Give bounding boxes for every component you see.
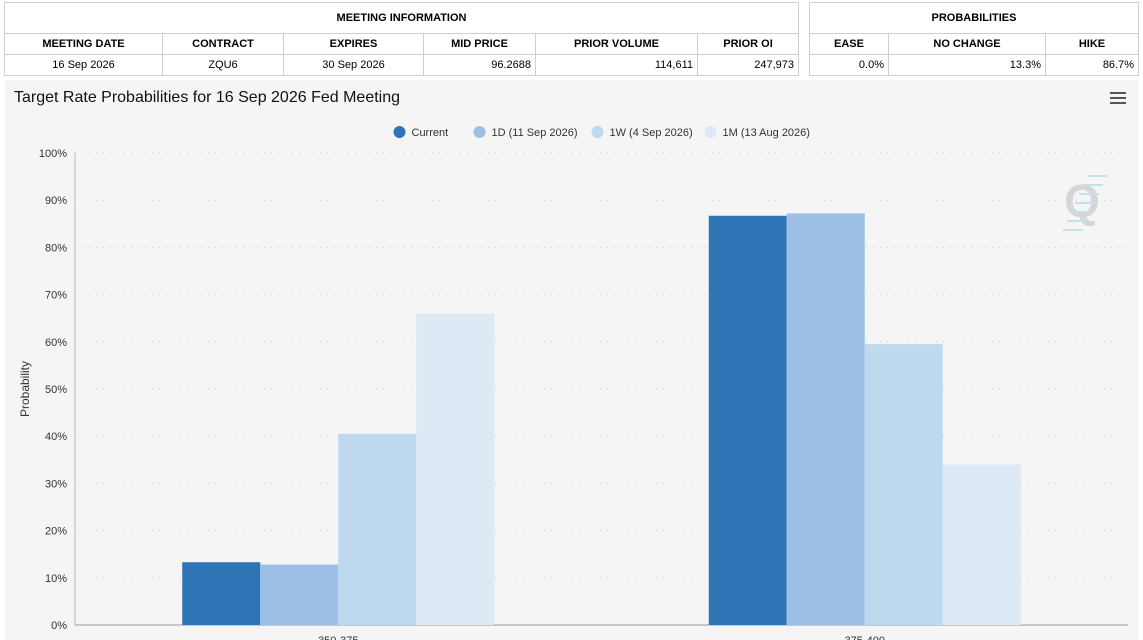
y-tick-label: 30% <box>45 478 67 490</box>
q-logo-icon: Q <box>1063 175 1107 231</box>
bar-chart: 0% 10% 20% 30% 40% 50% 60% 70% 80% 90% 100% Probabi… <box>18 126 1128 640</box>
bar <box>260 564 339 625</box>
cell-expires: 30 Sep 2026 <box>283 54 424 76</box>
y-tick-label: 70% <box>45 290 67 302</box>
col-header-meeting-date: MEETING DATE <box>4 33 163 55</box>
y-tick-label: 20% <box>45 526 67 538</box>
probabilities-header: PROBABILITIES <box>808 2 1140 34</box>
svg-text:Q: Q <box>1064 175 1100 227</box>
y-tick-label: 10% <box>45 573 67 585</box>
y-tick-label: 90% <box>45 195 67 207</box>
cell-hike: 86.7% <box>1044 54 1140 76</box>
legend-marker <box>591 126 604 138</box>
table-row: 0.0% 13.3% 86.7% <box>809 54 1140 76</box>
legend-marker <box>393 126 406 138</box>
bar <box>416 313 495 625</box>
bar <box>864 344 943 625</box>
col-header-expires: EXPIRES <box>283 33 424 55</box>
y-tick-label: 60% <box>45 337 67 349</box>
bar <box>786 213 865 625</box>
bar <box>182 562 261 625</box>
meeting-information-header: MEETING INFORMATION <box>3 2 800 34</box>
col-header-hike: HIKE <box>1044 33 1140 55</box>
chart-panel: 0% 10% 20% 30% 40% 50% 60% 70% 80% 90% 100% Probabi… <box>5 80 1138 640</box>
cell-prior-oi: 247,973 <box>696 54 800 76</box>
bar <box>338 433 417 625</box>
y-axis-title: Probability <box>18 361 32 417</box>
hamburger-menu-icon[interactable] <box>1110 92 1126 106</box>
chart-title: Target Rate Probabilities for 16 Sep 202… <box>14 89 401 106</box>
bar <box>708 215 787 625</box>
legend-marker <box>704 126 717 138</box>
y-tick-label: 0% <box>51 620 67 632</box>
col-header-contract: CONTRACT <box>162 33 284 55</box>
col-header-no-change: NO CHANGE <box>888 33 1046 55</box>
y-tick-label: 50% <box>45 384 67 396</box>
meeting-information-table: MEETING INFORMATION MEETING DATE CONTRAC… <box>3 2 800 76</box>
cell-prior-volume: 114,611 <box>535 54 698 76</box>
x-tick-label: 350-375 <box>318 635 358 640</box>
col-header-mid-price: MID PRICE <box>423 33 536 55</box>
legend-item[interactable]: 1W (4 Sep 2026) <box>610 127 693 139</box>
cell-ease: 0.0% <box>809 54 889 76</box>
y-tick-label: 80% <box>45 242 67 254</box>
col-header-prior-volume: PRIOR VOLUME <box>535 33 698 55</box>
legend-item[interactable]: Current <box>412 127 449 139</box>
cell-no-change: 13.3% <box>888 54 1046 76</box>
col-header-ease: EASE <box>809 33 889 55</box>
cell-meeting-date: 16 Sep 2026 <box>4 54 163 76</box>
cell-contract: ZQU6 <box>162 54 284 76</box>
y-tick-label: 100% <box>39 148 67 160</box>
probabilities-table: PROBABILITIES EASE NO CHANGE HIKE 0.0% 1… <box>808 2 1140 76</box>
cell-mid-price: 96.2688 <box>423 54 536 76</box>
legend-marker <box>473 126 486 138</box>
bar <box>942 464 1021 625</box>
table-row: 16 Sep 2026 ZQU6 30 Sep 2026 96.2688 114… <box>4 54 800 76</box>
y-tick-label: 40% <box>45 431 67 443</box>
legend-item[interactable]: 1M (13 Aug 2026) <box>723 127 810 139</box>
legend-item[interactable]: 1D (11 Sep 2026) <box>492 127 578 139</box>
x-tick-label: 375-400 <box>845 635 885 640</box>
col-header-prior-oi: PRIOR OI <box>696 33 800 55</box>
